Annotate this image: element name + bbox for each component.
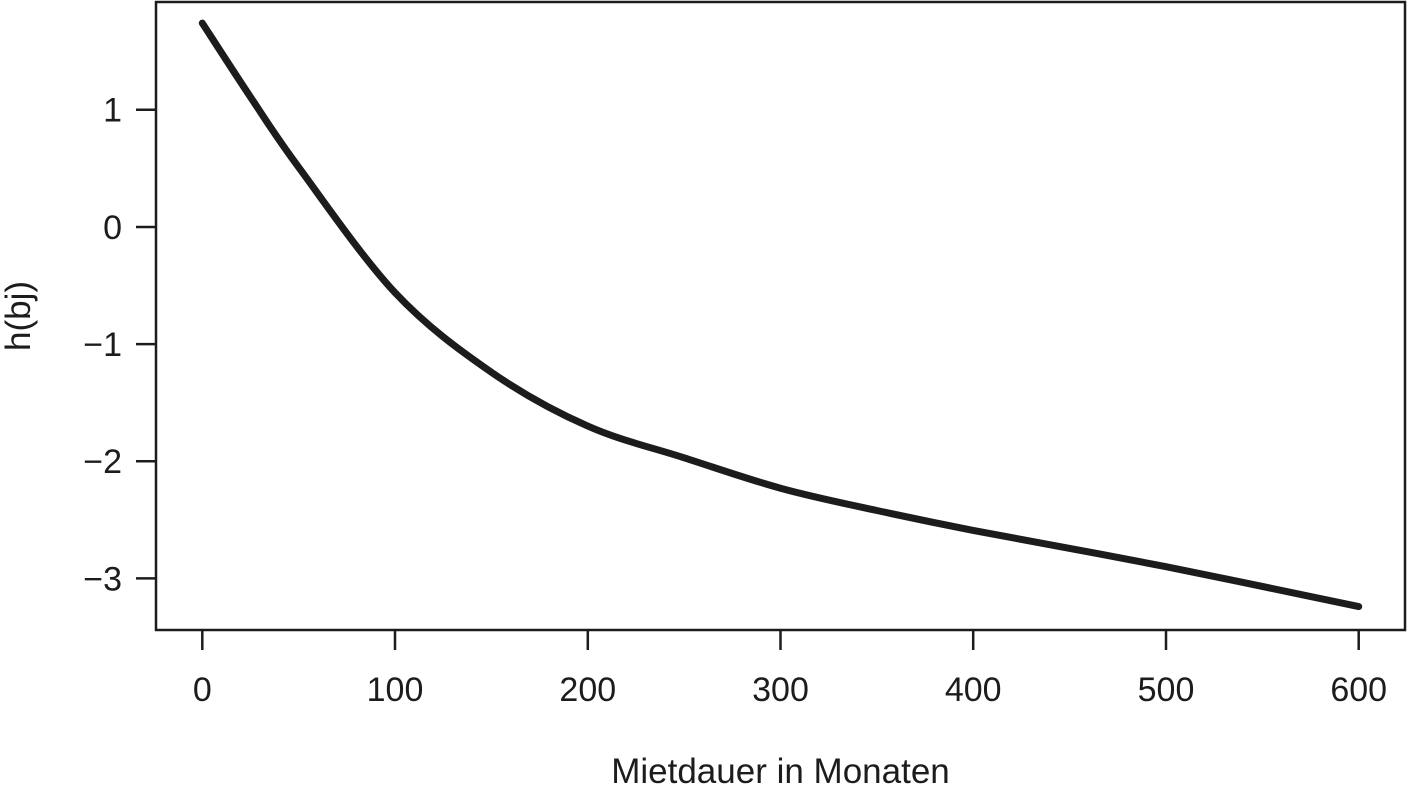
plot-border [154, 0, 1407, 632]
x-axis-title: Mietdauer in Monaten [611, 752, 950, 791]
x-tick-label: 300 [752, 671, 809, 709]
y-tick-label: 1 [103, 92, 122, 130]
x-axis-ticks: 0 100 200 300 400 500 600 [193, 630, 1387, 709]
x-tick-label: 400 [945, 671, 1002, 709]
y-tick-label: 0 [103, 209, 122, 247]
x-tick-label: 100 [367, 671, 424, 709]
y-axis-title: h(bj) [0, 281, 38, 351]
y-tick-label: −1 [83, 326, 122, 364]
x-tick-label: 500 [1138, 671, 1195, 709]
y-axis-ticks: −3 −2 −1 0 1 [83, 92, 156, 598]
x-tick-label: 0 [193, 671, 212, 709]
y-tick-label: −2 [83, 443, 122, 481]
y-tick-label: −3 [83, 560, 122, 598]
hazard-curve [198, 19, 1363, 611]
x-tick-label: 600 [1330, 671, 1387, 709]
x-tick-label: 200 [559, 671, 616, 709]
